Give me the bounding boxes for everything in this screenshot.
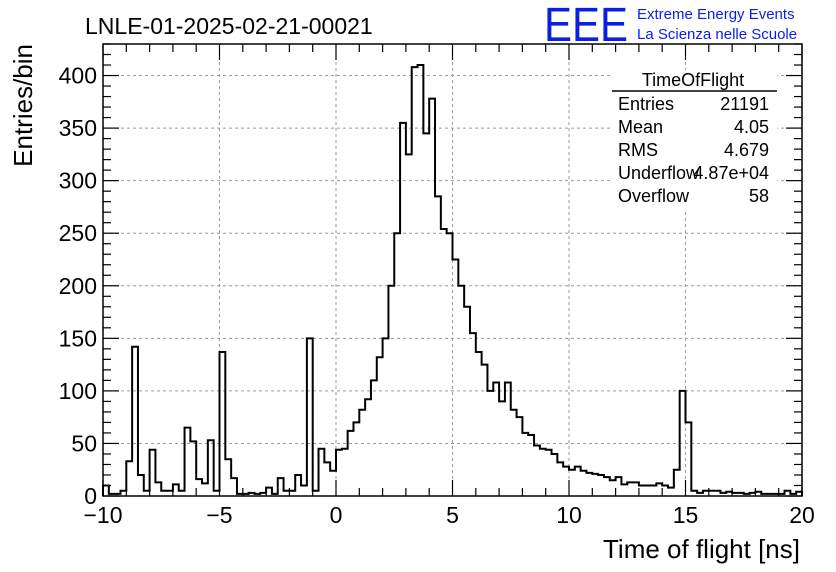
brand-line-1: Extreme Energy Events: [637, 6, 795, 23]
stats-row-label: Underflow: [618, 163, 700, 183]
chart-title: LNLE-01-2025-02-21-00021: [85, 13, 373, 39]
stats-row-label: Overflow: [618, 186, 690, 206]
stats-row-label: Entries: [618, 94, 674, 114]
y-tick-labels: 0 50 100 150 200 250 300 350 400: [59, 63, 97, 509]
y-tick-label: 100: [59, 378, 97, 404]
axis-ticks: [102, 43, 803, 497]
y-tick-label: 400: [59, 63, 97, 89]
y-tick-label: 250: [59, 220, 97, 246]
stats-row-value: 4.87e+04: [693, 163, 769, 183]
y-tick-label: 50: [71, 430, 97, 456]
x-tick-label: 15: [673, 502, 699, 528]
x-tick-label: 0: [330, 502, 343, 528]
y-tick-label: 150: [59, 325, 97, 351]
x-tick-label: 20: [789, 502, 815, 528]
stats-title: TimeOfFlight: [642, 70, 744, 90]
x-axis-label: Time of flight [ns]: [603, 534, 800, 564]
y-tick-label: 200: [59, 273, 97, 299]
stats-box: TimeOfFlight Entries 21191 Mean 4.05 RMS 4.67…: [612, 70, 777, 210]
x-tick-label: 10: [556, 502, 582, 528]
y-tick-label: 300: [59, 168, 97, 194]
stats-box-background: [612, 70, 777, 210]
y-tick-label: 350: [59, 115, 97, 141]
x-tick-labels: −10 −5 0 5 10 15 20: [83, 502, 814, 528]
stats-row-value: 21191: [720, 94, 769, 114]
x-tick-label: −10: [83, 502, 122, 528]
stats-row-value: 4.679: [724, 140, 769, 160]
stats-row-label: RMS: [618, 140, 658, 160]
stats-row-value: 58: [749, 186, 769, 206]
stats-row-value: 4.05: [734, 117, 769, 137]
stats-rows: Entries 21191 Mean 4.05 RMS 4.679 Underflow4.8…: [618, 94, 769, 206]
stats-row-label: Mean: [618, 117, 663, 137]
y-axis-label: Entries/bin: [8, 44, 38, 167]
brand-line-2: La Scienza nelle Scuole: [637, 26, 797, 43]
x-tick-label: −5: [206, 502, 232, 528]
x-tick-label: 5: [446, 502, 459, 528]
y-tick-label: 0: [84, 483, 97, 509]
